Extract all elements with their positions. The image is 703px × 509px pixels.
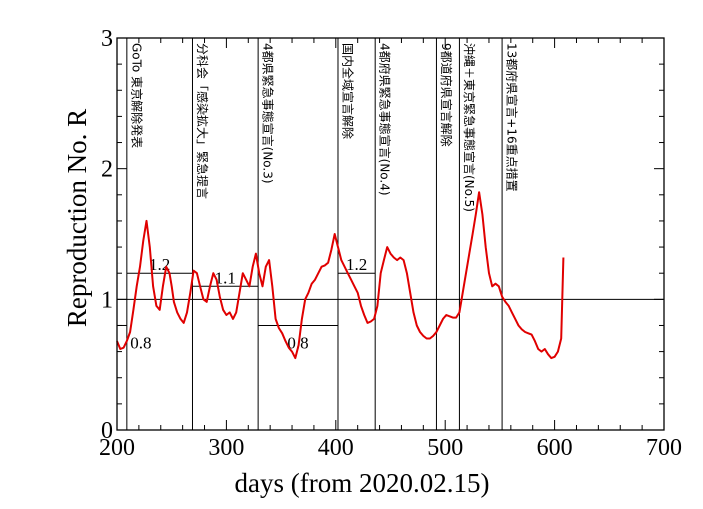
event-label: 4都県緊急事態宣言(No.3): [261, 43, 276, 184]
y-axis-title: Reproduction No. R: [62, 109, 92, 327]
y-tick-label: 3: [101, 26, 113, 52]
x-tick-label: 600: [537, 435, 573, 461]
event-label: 4都府県緊急事態宣言(No.4): [378, 43, 393, 196]
event-label: 分科会「感染拡大」緊急提言: [195, 43, 210, 199]
y-tick-label: 0: [101, 418, 113, 444]
x-tick-label: 200: [99, 435, 135, 461]
band-label: 0.8: [130, 333, 151, 352]
event-label: 13都府県宣言+16重点措置: [505, 43, 520, 192]
x-tick-label: 300: [208, 435, 244, 461]
x-tick-label: 500: [427, 435, 463, 461]
x-tick-label: 400: [318, 435, 354, 461]
y-tick-label: 2: [101, 157, 113, 183]
event-label: GoTo 東京解除発表: [129, 43, 144, 148]
x-tick-label: 700: [646, 435, 682, 461]
band-label: 1.2: [346, 255, 367, 274]
plot-frame: [116, 37, 665, 431]
plot-area: GoTo 東京解除発表 分科会「感染拡大」緊急提言 4都県緊急事態宣言(No.3) 国…: [116, 38, 664, 430]
event-label: 沖縄＋東京緊急事態宣言(No.5): [462, 43, 477, 212]
axes: 200 300 400 500 600 700 0 1 2 3: [99, 26, 682, 461]
event-label: 国内全域宣言解除: [340, 43, 355, 139]
x-axis-title: days (from 2020.02.15): [235, 468, 490, 498]
y-tick-label: 1: [101, 287, 113, 313]
band-label: 1.1: [215, 268, 236, 287]
series-line-r: [116, 191, 565, 360]
event-label: 9都道府県宣言解除: [439, 43, 454, 147]
